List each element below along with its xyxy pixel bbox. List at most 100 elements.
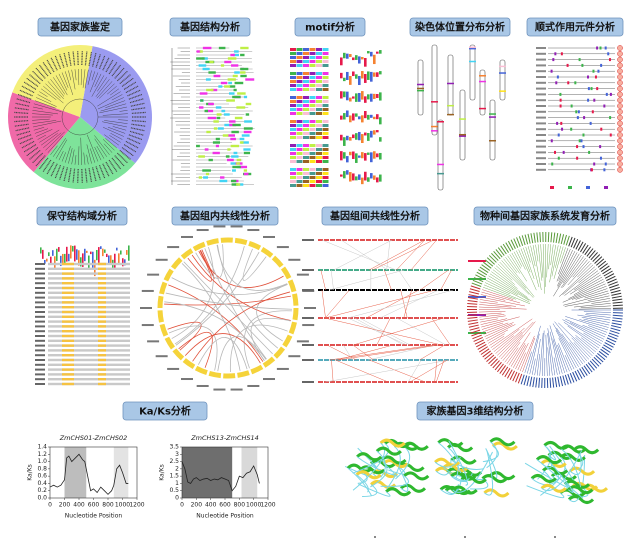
exon (231, 64, 239, 67)
leaf-label (23, 144, 37, 153)
tree-branch (43, 132, 62, 149)
chromosome (469, 44, 476, 101)
exon (229, 85, 236, 88)
exon (245, 113, 250, 116)
exon (208, 102, 214, 106)
helix (542, 466, 569, 476)
tree-branch (50, 79, 65, 97)
cis-element (581, 63, 584, 67)
tree-branch (34, 128, 49, 134)
motif-logo (370, 114, 373, 118)
motif-logo (355, 113, 358, 117)
tree-branch (552, 338, 563, 374)
chromosome-ring (159, 281, 168, 295)
tree-branch (536, 353, 540, 376)
y-tick-label: 0.0 (37, 495, 47, 502)
gene-name (536, 70, 546, 73)
synteny-link (347, 317, 407, 346)
helix (567, 485, 594, 495)
x-tick-label: 1200 (260, 502, 275, 509)
tree-branch (572, 259, 588, 278)
gene-label (147, 340, 160, 343)
tree-branch (87, 70, 92, 85)
leaf-label (59, 54, 65, 68)
gene-locus (431, 125, 438, 128)
tree-branch (43, 85, 64, 104)
tree-branch (556, 248, 571, 282)
leaf-label (494, 361, 502, 371)
chromosome-ring (234, 237, 248, 246)
motif-logo (355, 55, 358, 60)
leaf-label (584, 246, 592, 256)
leaf-label (105, 59, 114, 73)
chromosome (437, 119, 444, 191)
leaf-label (536, 232, 539, 243)
sequence-row (48, 310, 130, 314)
leaf-label (553, 232, 556, 243)
exon (227, 134, 236, 137)
conservation-bar (58, 247, 60, 252)
gene-label (141, 289, 154, 292)
exon (208, 158, 213, 162)
tree-branch (39, 91, 48, 97)
motif-block (303, 76, 309, 79)
leaf-label (516, 237, 521, 247)
exon (196, 50, 202, 53)
chromosome-ring (157, 310, 164, 323)
leaf-label (612, 319, 623, 323)
gene-name (536, 145, 546, 148)
conserved-column (62, 368, 74, 371)
tree-branch (564, 270, 599, 296)
gene-locus (447, 82, 454, 85)
conserved-column (98, 286, 106, 290)
tree-branch (480, 296, 525, 307)
shaded-region (113, 447, 129, 498)
motif-logo (376, 72, 379, 77)
motif-block (290, 172, 296, 175)
exon (215, 137, 220, 141)
tree-branch (557, 252, 578, 288)
conserved-column (98, 272, 106, 275)
leaf-label (575, 240, 581, 250)
leaf-label (593, 356, 602, 365)
leaf-label (484, 259, 494, 267)
motif-block (296, 144, 303, 147)
exon (245, 78, 255, 81)
tree-branch (518, 249, 537, 291)
tree-branch (102, 139, 115, 151)
chromosome-ring (282, 334, 293, 348)
motif-block (296, 64, 303, 67)
y-tick-label: 0.5 (169, 487, 179, 494)
cis-element (576, 156, 579, 160)
conservation-bar (102, 248, 104, 257)
panel-title: 顺式作用元件分析 (535, 21, 615, 34)
tree-branch (562, 257, 586, 288)
motif-logo (361, 71, 364, 79)
exon (227, 148, 231, 151)
panel-title-box (37, 17, 123, 37)
gene-locus (459, 133, 466, 136)
tree-branch (495, 265, 513, 281)
leaf-label (603, 270, 613, 277)
tree-branch (481, 322, 504, 330)
collinear-link (200, 249, 215, 280)
chromosome-ring (273, 346, 286, 359)
motif-block (296, 172, 303, 175)
motif-block (309, 80, 316, 83)
exon (201, 57, 208, 60)
cis-element (600, 127, 603, 131)
collinear-link (167, 321, 202, 351)
collinear-link (164, 295, 291, 306)
exon (239, 141, 244, 144)
motif-logo (361, 115, 364, 123)
y-tick-label: 0.2 (37, 487, 47, 494)
conservation-bar (110, 255, 112, 264)
gene-locus (417, 87, 424, 90)
motif-block (303, 124, 309, 127)
exon (227, 158, 234, 162)
gene-locus (469, 46, 476, 49)
tree-branch (80, 137, 82, 165)
coil (435, 458, 452, 476)
motif-block (309, 160, 316, 163)
helix (540, 483, 567, 493)
